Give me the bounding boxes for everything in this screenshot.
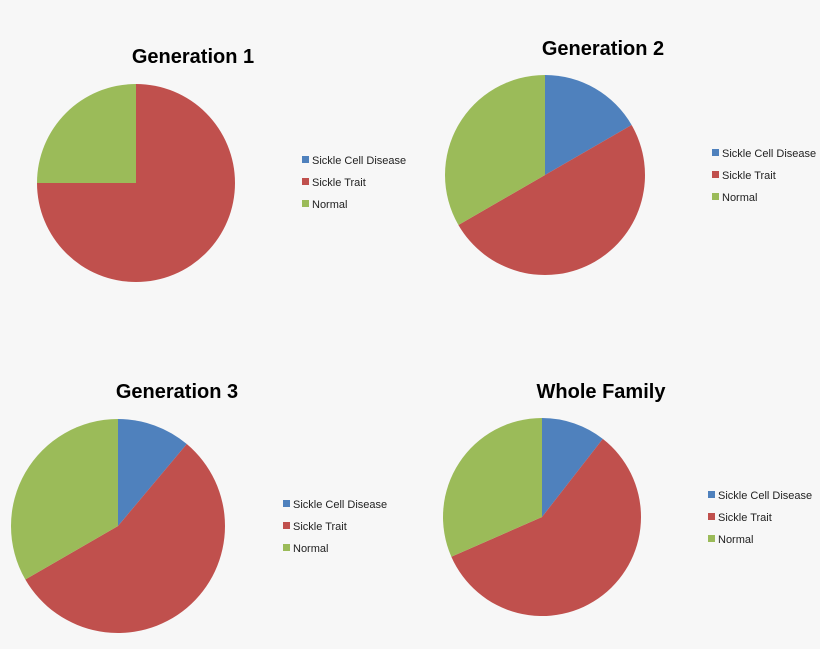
pie-chart-4: Whole Family Sickle Cell Disease Sickle Tr… [443, 381, 812, 616]
legend-label: Normal [718, 534, 753, 546]
legend-label: Sickle Trait [722, 170, 776, 182]
pie-slice-sickle-cell-disease [542, 418, 603, 517]
chart-title: Generation 1 [132, 46, 254, 68]
legend-label: Normal [293, 543, 328, 555]
legend-swatch [302, 156, 309, 163]
legend-swatch [283, 500, 290, 507]
pie-slice-sickle-trait [458, 125, 645, 275]
pie-slice-sickle-cell-disease [545, 75, 632, 175]
legend-swatch [712, 149, 719, 156]
legend-label: Normal [722, 192, 757, 204]
legend-swatch [712, 171, 719, 178]
pie-chart-3: Generation 3 Sickle Cell Disease Sickle Tr… [10, 381, 387, 633]
legend-swatch [283, 522, 290, 529]
legend-swatch [708, 513, 715, 520]
pie-chart-1: Generation 1 Sickle Cell Disease Sickle Tr… [37, 46, 406, 282]
legend-label: Sickle Cell Disease [293, 499, 387, 511]
legend-swatch [712, 193, 719, 200]
legend-swatch [708, 491, 715, 498]
legend-label: Sickle Cell Disease [718, 490, 812, 502]
legend-swatch [283, 544, 290, 551]
pie-slice-normal [37, 84, 136, 183]
legend-label: Normal [312, 199, 347, 211]
legend-label: Sickle Cell Disease [312, 155, 406, 167]
legend-label: Sickle Trait [293, 521, 347, 533]
pie-slice-sickle-trait [25, 444, 225, 633]
legend-label: Sickle Trait [312, 177, 366, 189]
pie-slice-normal [445, 75, 545, 225]
legend-swatch [302, 200, 309, 207]
chart-title: Whole Family [537, 381, 667, 403]
pie-slice-sickle-cell-disease [118, 419, 187, 526]
pie-slice-normal [443, 418, 542, 557]
legend-swatch [302, 178, 309, 185]
legend-label: Sickle Cell Disease [722, 148, 816, 160]
pie-slice-normal [10, 419, 118, 580]
chart-title: Generation 3 [116, 381, 238, 403]
chart-title: Generation 2 [542, 38, 664, 60]
legend-swatch [708, 535, 715, 542]
pie-slice-sickle-trait [451, 438, 641, 616]
legend-label: Sickle Trait [718, 512, 772, 524]
pie-chart-2: Generation 2 Sickle Cell Disease Sickle Tr… [445, 38, 816, 275]
